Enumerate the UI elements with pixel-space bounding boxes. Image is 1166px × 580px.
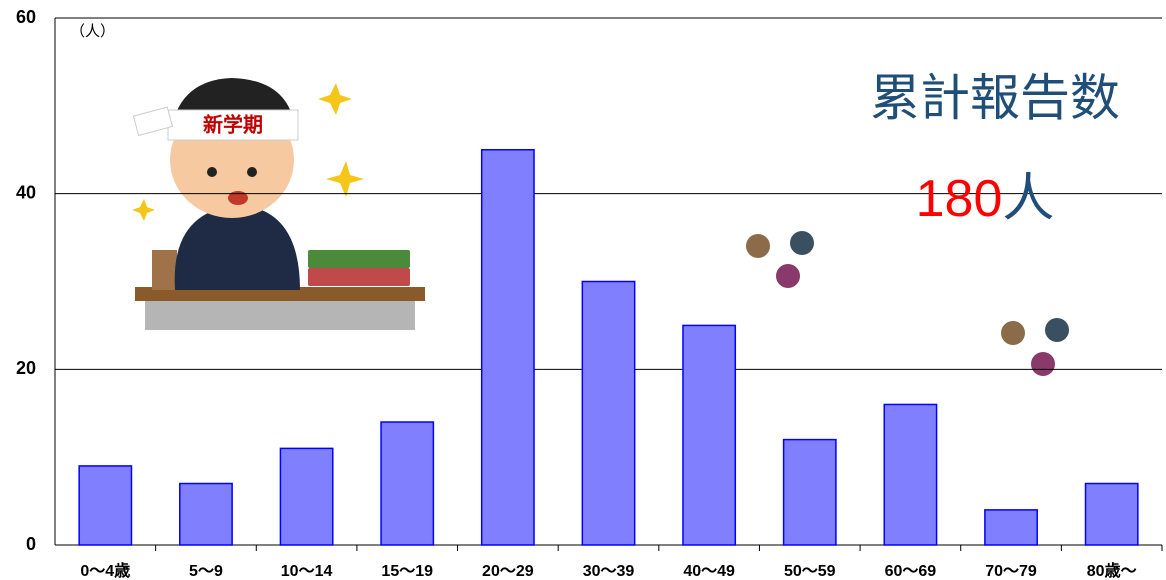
x-tick-label: 50～59: [784, 563, 836, 580]
x-tick-label: 10～14: [281, 563, 333, 580]
bar: [784, 440, 836, 545]
germ-illustration: [746, 231, 1069, 376]
bar: [1086, 484, 1138, 545]
chart: 新学期 0 20 40 60 0～4歳 5～9 10～14 15～19 20～29 30～39 40…: [0, 0, 1166, 580]
x-tick-label: 20～29: [482, 563, 534, 580]
x-tick-label: 5～9: [189, 563, 223, 580]
y-tick-label: 0: [26, 534, 36, 554]
bar: [582, 282, 634, 546]
x-tick-label: 0～4歳: [80, 561, 130, 580]
bar: [683, 325, 735, 545]
bar: [280, 448, 332, 545]
bar: [180, 484, 232, 545]
x-tick-label: 70～79: [985, 563, 1037, 580]
y-tick-label: 20: [16, 358, 36, 378]
bar: [884, 404, 936, 545]
bar: [482, 150, 534, 545]
x-tick-label: 40～49: [683, 563, 735, 580]
total-number: 180: [916, 170, 1003, 228]
total-unit: 人: [1002, 170, 1054, 228]
x-tick-label: 80歳～: [1087, 561, 1137, 580]
x-tick-label: 60～69: [885, 563, 937, 580]
svg-text:新学期: 新学期: [203, 112, 263, 136]
x-tick-label: 15～19: [381, 563, 433, 580]
bar: [985, 510, 1037, 545]
annotation: 累計報告数: [870, 70, 1120, 126]
total-label: 180人: [916, 170, 1055, 228]
bar: [381, 422, 433, 545]
y-tick-label: 60: [16, 7, 36, 27]
y-unit: （人）: [70, 23, 115, 40]
y-tick-label: 40: [16, 182, 36, 202]
student-illustration: 新学期: [132, 78, 425, 330]
x-tick-label: 30～39: [583, 563, 635, 580]
bar: [79, 466, 131, 545]
